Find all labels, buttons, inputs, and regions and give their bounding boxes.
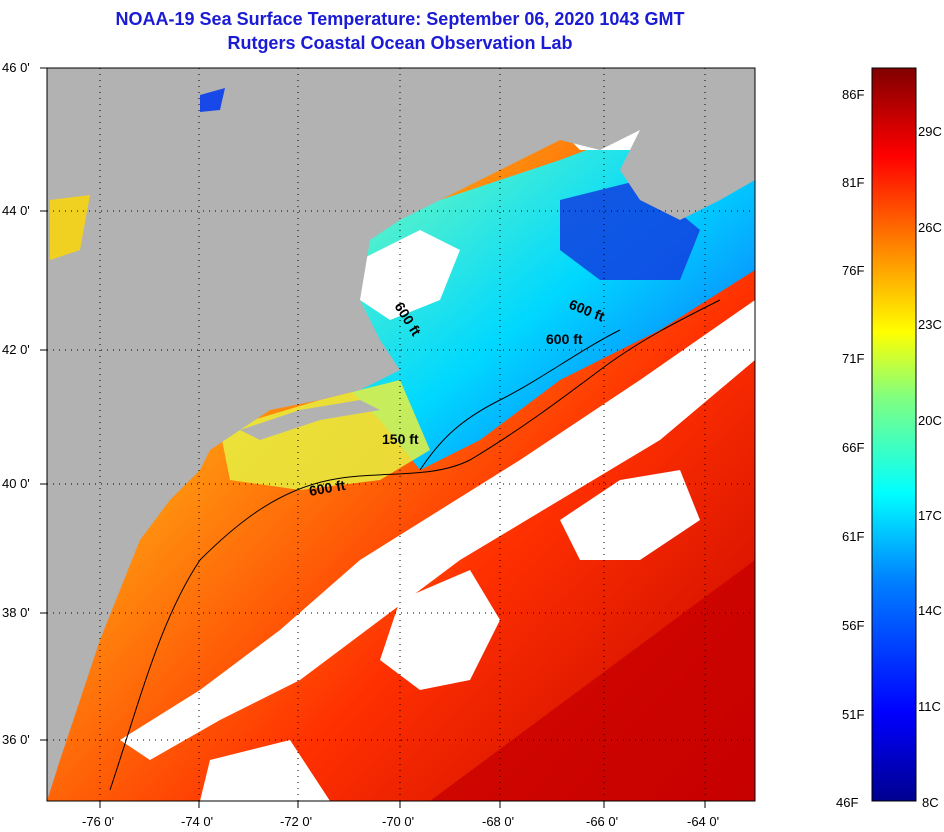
lat-label: 40 0' <box>2 476 30 491</box>
lon-label: -72 0' <box>280 814 312 829</box>
lat-label: 36 0' <box>2 732 30 747</box>
colorbar-label-f: 51F <box>842 707 865 722</box>
lat-label: 42 0' <box>2 342 30 357</box>
land-mass <box>47 68 755 801</box>
colorbar-label-c: 20C <box>918 413 942 428</box>
lon-label: -76 0' <box>82 814 114 829</box>
map-image <box>47 68 755 801</box>
cloud-patch <box>200 740 330 801</box>
lon-label: -66 0' <box>586 814 618 829</box>
colorbar-label-c: 17C <box>918 508 942 523</box>
cloud-band <box>120 300 755 760</box>
colorbar-label-f: 56F <box>842 618 865 633</box>
lon-label: -68 0' <box>482 814 514 829</box>
colorbar-label-c: 8C <box>922 795 939 810</box>
colorbar <box>871 67 917 802</box>
warm-eddy-region <box>430 560 755 801</box>
contour-label: 600 ft <box>546 331 583 347</box>
lat-label: 46 0' <box>2 60 30 75</box>
depth-contour-600ft <box>109 299 721 791</box>
colorbar-label-f: 81F <box>842 175 865 190</box>
transition-region <box>220 380 430 490</box>
colorbar-label-c: 29C <box>918 124 942 139</box>
colorbar-label-f: 71F <box>842 351 865 366</box>
colorbar-label-f: 76F <box>842 263 865 278</box>
map-title: NOAA-19 Sea Surface Temperature: Septemb… <box>115 9 685 29</box>
lat-label: 38 0' <box>2 605 30 620</box>
colorbar-label-c: 26C <box>918 220 942 235</box>
long-island-land <box>240 400 380 440</box>
cloud-patch <box>360 230 460 320</box>
contour-label: 150 ft <box>382 431 419 447</box>
colorbar-label-f: 46F <box>836 795 859 810</box>
map-subtitle: Rutgers Coastal Ocean Observation Lab <box>227 33 573 53</box>
lon-label: -74 0' <box>181 814 213 829</box>
depth-contour-150ft <box>419 329 621 471</box>
colorbar-label-c: 14C <box>918 603 942 618</box>
colorbar-label-f: 66F <box>842 440 865 455</box>
colorbar-label-c: 23C <box>918 317 942 332</box>
lon-label: -70 0' <box>382 814 414 829</box>
nova-scotia-land <box>620 90 755 220</box>
lon-label: -64 0' <box>687 814 719 829</box>
lat-lon-grid <box>47 67 755 801</box>
lon-ticks <box>99 801 706 808</box>
colorbar-label-f: 86F <box>842 87 865 102</box>
cloud-patch <box>560 470 700 560</box>
lat-ticks <box>40 67 47 741</box>
colorbar-label-f: 61F <box>842 529 865 544</box>
cloud-patch <box>380 570 500 690</box>
colorbar-label-c: 11C <box>918 699 941 714</box>
lat-label: 44 0' <box>2 203 30 218</box>
lake-patch <box>200 88 225 112</box>
contour-label: 600 ft <box>308 477 347 499</box>
